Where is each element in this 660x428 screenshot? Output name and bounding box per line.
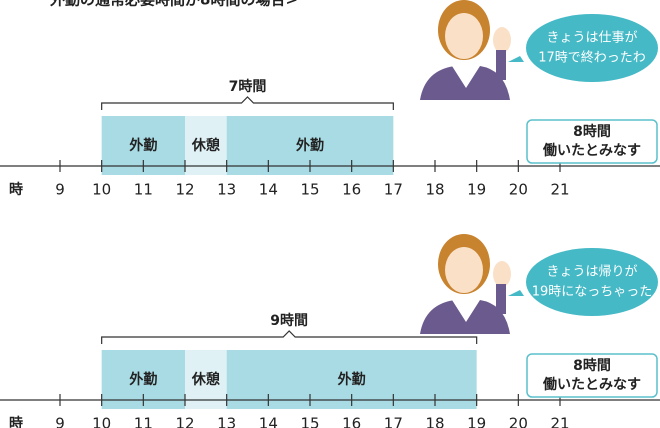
hour-label: 19 xyxy=(467,181,486,199)
person-collar xyxy=(452,66,480,88)
hour-label: 10 xyxy=(92,181,111,199)
speech-bubble xyxy=(508,290,524,296)
hour-label: 18 xyxy=(425,415,444,428)
bracket-label: 7時間 xyxy=(229,78,267,95)
hour-label: 17 xyxy=(384,181,403,199)
hour-label: 21 xyxy=(550,415,569,428)
bubble-text: きょうは仕事が xyxy=(546,31,637,46)
axis-unit: 時 xyxy=(9,415,23,428)
hour-label: 21 xyxy=(550,181,569,199)
hour-label: 16 xyxy=(342,415,361,428)
time-segment xyxy=(185,116,227,175)
person-illustration xyxy=(420,0,511,100)
segment-label: 休憩 xyxy=(191,137,220,154)
result-text: 8時間 xyxy=(573,357,611,374)
person-hand xyxy=(493,261,511,287)
time-segment xyxy=(185,350,227,409)
person-face xyxy=(445,13,483,59)
speech-bubble xyxy=(526,248,658,316)
hour-label: 17 xyxy=(384,415,403,428)
hour-label: 13 xyxy=(217,181,236,199)
hour-label: 14 xyxy=(259,181,278,199)
segment-label: 外勤 xyxy=(338,371,366,388)
segment-label: 外勤 xyxy=(129,371,157,388)
person-arm xyxy=(496,50,506,80)
hour-label: 13 xyxy=(217,415,236,428)
hour-label: 11 xyxy=(134,181,153,199)
person-face xyxy=(445,247,483,293)
person-collar xyxy=(452,300,480,322)
result-text: 8時間 xyxy=(573,123,611,140)
result-box xyxy=(526,353,658,398)
person-hand xyxy=(493,27,511,53)
segment-label: 外勤 xyxy=(129,137,157,154)
person-arm xyxy=(496,284,506,314)
hour-label: 19 xyxy=(467,415,486,428)
hour-label: 12 xyxy=(175,415,194,428)
hour-label: 12 xyxy=(175,181,194,199)
bubble-text: 19時になっちゃった xyxy=(532,285,653,300)
bracket xyxy=(101,330,478,344)
hour-label: 20 xyxy=(509,415,528,428)
hour-label: 18 xyxy=(425,181,444,199)
hour-label: 15 xyxy=(300,181,319,199)
speech-bubble xyxy=(508,56,524,62)
axis-unit: 時 xyxy=(9,181,23,198)
hour-label: 9 xyxy=(55,415,65,428)
bracket-label: 9時間 xyxy=(270,312,308,329)
hour-label: 11 xyxy=(134,415,153,428)
hour-label: 9 xyxy=(55,181,65,199)
title: 外勤の通常必要時間が8時間の場合> xyxy=(49,0,298,9)
result-text: 働いたとみなす xyxy=(542,376,641,393)
hour-label: 15 xyxy=(300,415,319,428)
bubble-text: きょうは帰りが xyxy=(546,264,637,280)
hour-label: 16 xyxy=(342,181,361,199)
hour-label: 20 xyxy=(509,181,528,199)
bracket xyxy=(101,96,394,110)
segment-label: 外勤 xyxy=(296,137,324,154)
hour-label: 14 xyxy=(259,415,278,428)
result-box xyxy=(526,119,658,164)
hour-label: 10 xyxy=(92,415,111,428)
result-text: 働いたとみなす xyxy=(542,142,641,159)
person-illustration xyxy=(420,234,511,334)
segment-label: 休憩 xyxy=(191,371,220,388)
bubble-text: 17時で終わったわ xyxy=(538,50,646,66)
speech-bubble xyxy=(526,14,658,82)
